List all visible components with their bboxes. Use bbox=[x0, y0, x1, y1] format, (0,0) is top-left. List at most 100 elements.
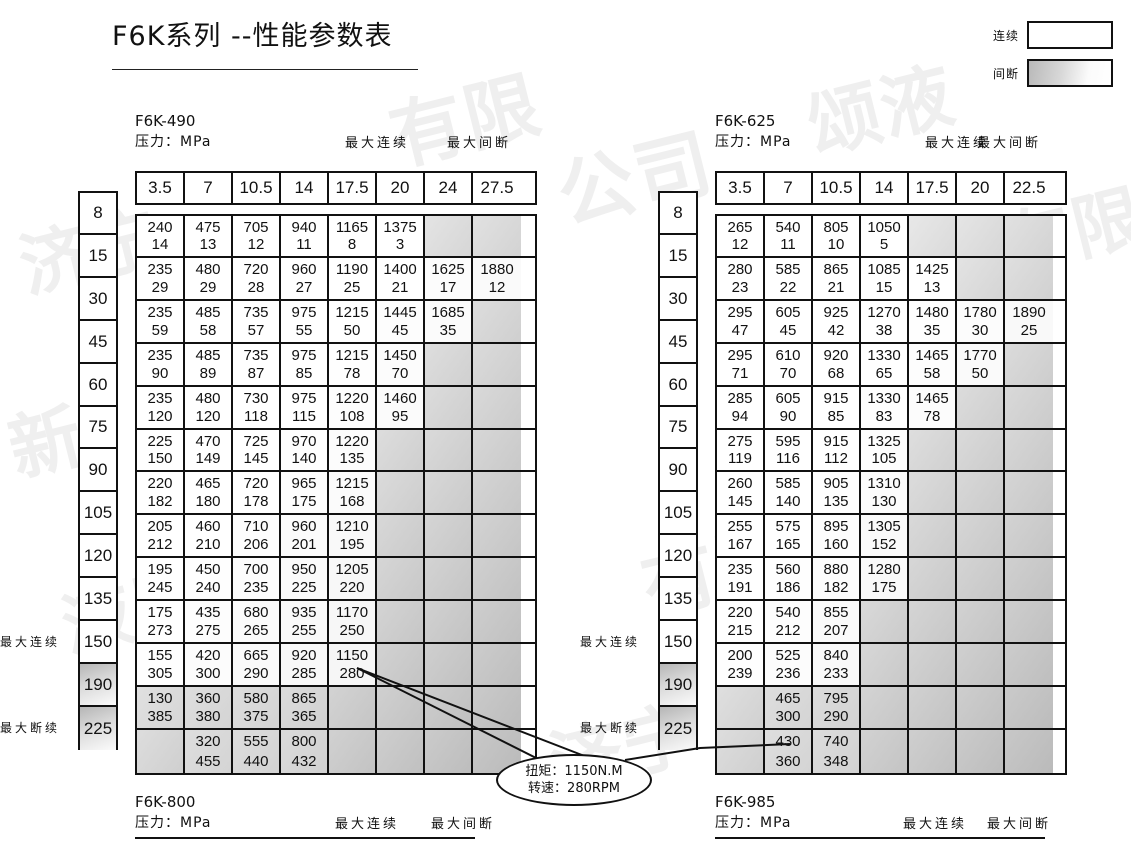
data-cell bbox=[425, 344, 473, 385]
cell-torque-value: 580 bbox=[243, 690, 269, 707]
data-cell: 1625 17 bbox=[425, 258, 473, 299]
cell-torque-value: 1085 bbox=[867, 261, 901, 278]
cell-torque-value: 975 bbox=[291, 390, 317, 407]
cell-speed-value: 118 bbox=[244, 408, 268, 425]
table-caption-line: 压力：MPa 最大连续 最大间断 bbox=[135, 811, 492, 832]
cell-torque-value: 1465 bbox=[915, 390, 949, 407]
cell-torque-value: 915 bbox=[823, 390, 849, 407]
data-cell bbox=[425, 687, 473, 728]
cell-speed-value: 95 bbox=[391, 408, 409, 425]
data-cell: 1450 70 bbox=[377, 344, 425, 385]
pressure-header-cell: 3.5 bbox=[717, 173, 765, 203]
cell-torque-value: 220 bbox=[727, 604, 753, 621]
cell-torque-value: 555 bbox=[243, 733, 269, 750]
cell-torque-value: 1445 bbox=[383, 304, 417, 321]
data-cell bbox=[1005, 472, 1053, 513]
cell-speed-value: 212 bbox=[775, 622, 801, 639]
data-cell bbox=[909, 515, 957, 556]
cell-torque-value: 195 bbox=[147, 561, 173, 578]
table-model-name: F6K-985 bbox=[715, 793, 776, 811]
perf-table-f6k-800-partial: F6K-800 压力：MPa 最大连续 最大间断 bbox=[135, 793, 492, 839]
table-row: 220 182 465 180 720 178 965 175 1215 168 bbox=[137, 472, 535, 515]
data-cell: 1215 50 bbox=[329, 301, 377, 342]
cell-torque-value: 265 bbox=[727, 219, 753, 236]
data-cell: 975 85 bbox=[281, 344, 329, 385]
caption-max-intermittent: 最大间断 bbox=[431, 817, 496, 832]
data-cell bbox=[473, 344, 521, 385]
table-unit-label: 压力：MPa bbox=[715, 134, 792, 150]
data-cell bbox=[137, 730, 185, 773]
data-cell: 705 12 bbox=[233, 216, 281, 256]
data-cell bbox=[957, 644, 1005, 685]
pressure-header-cell: 7 bbox=[185, 173, 233, 203]
table-top-border bbox=[715, 837, 1045, 839]
rpm-label-cell: 75 bbox=[660, 407, 696, 449]
cell-speed-value: 206 bbox=[243, 536, 269, 553]
data-cell: 555 440 bbox=[233, 730, 281, 773]
cell-speed-value: 13 bbox=[199, 236, 217, 253]
rpm-label-cell: 60 bbox=[660, 364, 696, 407]
data-cell: 800 432 bbox=[281, 730, 329, 773]
data-cell bbox=[957, 687, 1005, 728]
cell-torque-value: 720 bbox=[243, 475, 269, 492]
cell-torque-value: 585 bbox=[775, 475, 801, 492]
data-cell: 235 29 bbox=[137, 258, 185, 299]
cell-speed-value: 207 bbox=[823, 622, 849, 639]
data-cell: 605 90 bbox=[765, 387, 813, 428]
rpm-label-cell: 90 bbox=[80, 449, 116, 492]
table-row: 280 23 585 22 865 21 1085 15 1425 13 bbox=[717, 258, 1065, 301]
cell-speed-value: 160 bbox=[823, 536, 849, 553]
table-model-name: F6K-490 bbox=[135, 112, 196, 130]
rpm-label-cell: 190 bbox=[80, 664, 116, 707]
cell-speed-value: 12 bbox=[247, 236, 265, 253]
cell-speed-value: 135 bbox=[339, 450, 365, 467]
data-cell: 740 348 bbox=[813, 730, 861, 773]
cell-torque-value: 360 bbox=[195, 690, 221, 707]
table-row: 465 300 795 290 bbox=[717, 687, 1065, 730]
cell-torque-value: 735 bbox=[243, 304, 269, 321]
rpm-label-cell: 120 bbox=[80, 535, 116, 578]
data-cell bbox=[425, 644, 473, 685]
cell-speed-value: 210 bbox=[195, 536, 221, 553]
data-cell: 295 71 bbox=[717, 344, 765, 385]
table-unit-label: 压力：MPa bbox=[135, 815, 212, 831]
cell-speed-value: 440 bbox=[243, 753, 269, 770]
cell-speed-value: 167 bbox=[727, 536, 753, 553]
data-cell: 1215 168 bbox=[329, 472, 377, 513]
table-model-name: F6K-625 bbox=[715, 112, 776, 130]
data-cell bbox=[377, 730, 425, 773]
data-cell bbox=[1005, 558, 1053, 599]
page-title: F6K系列 --性能参数表 bbox=[112, 21, 393, 52]
pressure-header-cell: 17.5 bbox=[329, 173, 377, 203]
data-cell bbox=[1005, 216, 1053, 256]
data-cell: 470 149 bbox=[185, 430, 233, 470]
cell-speed-value: 38 bbox=[875, 322, 893, 339]
cell-speed-value: 240 bbox=[195, 579, 221, 596]
cell-torque-value: 465 bbox=[195, 475, 221, 492]
table-capacity-captions: 最大连续 最大间断 bbox=[135, 136, 537, 171]
data-cell: 1465 78 bbox=[909, 387, 957, 428]
cell-speed-value: 12 bbox=[731, 236, 749, 253]
data-cell: 610 70 bbox=[765, 344, 813, 385]
data-cell bbox=[717, 730, 765, 773]
cell-torque-value: 420 bbox=[195, 647, 221, 664]
data-cell: 435 275 bbox=[185, 601, 233, 642]
cell-torque-value: 1215 bbox=[335, 304, 369, 321]
cell-torque-value: 280 bbox=[727, 261, 753, 278]
cell-torque-value: 1210 bbox=[335, 518, 369, 535]
cell-speed-value: 305 bbox=[147, 665, 173, 682]
cell-speed-value: 280 bbox=[339, 665, 365, 682]
data-cell: 960 27 bbox=[281, 258, 329, 299]
cell-torque-value: 960 bbox=[291, 518, 317, 535]
table-row: 235 90 485 89 735 87 975 85 1215 78 1450 70 bbox=[137, 344, 535, 387]
data-cell: 1460 95 bbox=[377, 387, 425, 428]
cell-speed-value: 65 bbox=[875, 365, 893, 382]
data-cell: 235 90 bbox=[137, 344, 185, 385]
cell-speed-value: 89 bbox=[199, 365, 217, 382]
legend: 连续 间断 bbox=[985, 20, 1113, 96]
cell-speed-value: 112 bbox=[824, 450, 848, 467]
legend-label-continuous: 连续 bbox=[992, 28, 1019, 43]
cell-speed-value: 78 bbox=[343, 365, 361, 382]
cell-speed-value: 365 bbox=[291, 708, 317, 725]
cell-torque-value: 155 bbox=[147, 647, 173, 664]
